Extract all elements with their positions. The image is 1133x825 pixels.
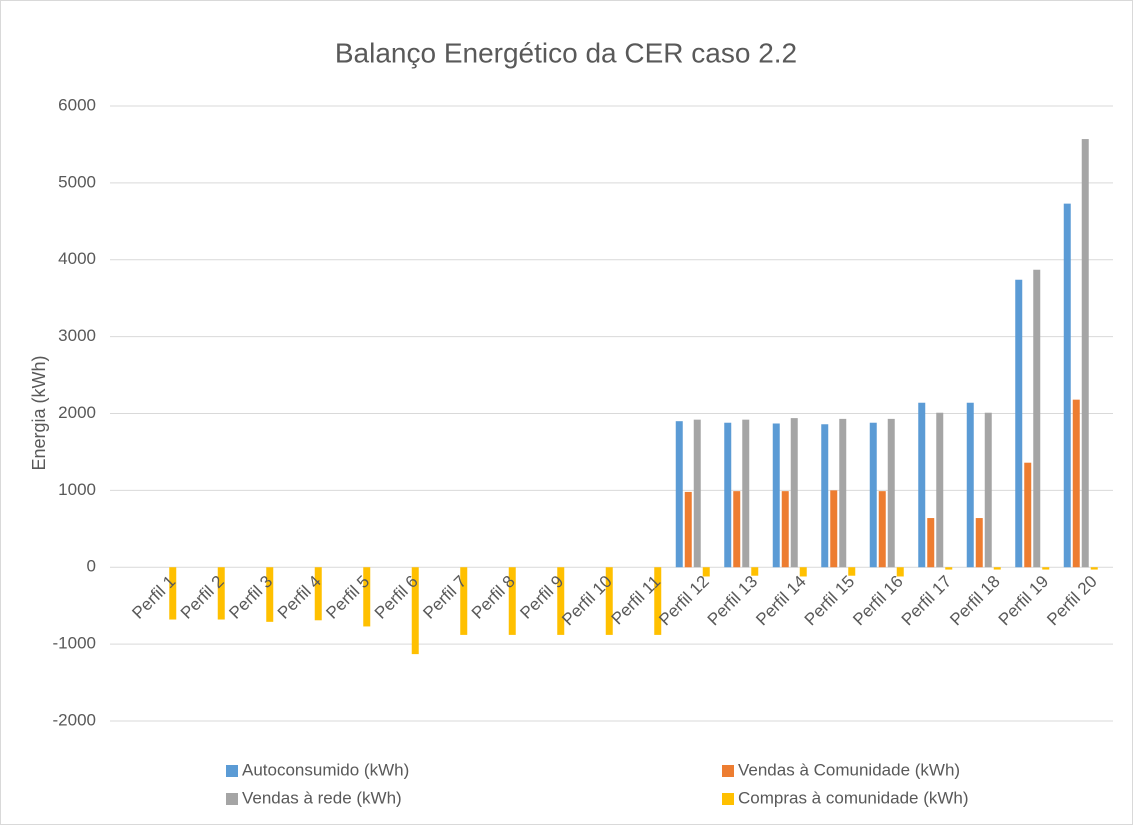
y-tick-label: 5000 [58, 172, 96, 191]
bar [790, 418, 798, 568]
bar [654, 567, 662, 635]
bar [266, 567, 274, 622]
y-tick-label: 4000 [58, 249, 96, 268]
bar [781, 491, 789, 568]
bar [993, 567, 1001, 570]
y-tick-label: 0 [87, 557, 96, 576]
bar [799, 567, 807, 577]
bar [675, 421, 683, 568]
bar [830, 490, 838, 568]
bar [314, 567, 322, 621]
bar [1024, 462, 1032, 568]
bar [742, 419, 750, 568]
legend-swatch [226, 765, 238, 777]
bar [848, 567, 856, 576]
bar [896, 567, 904, 577]
bar [821, 424, 829, 568]
bar [411, 567, 419, 655]
bar [751, 567, 759, 576]
bar [733, 491, 741, 568]
bar [966, 402, 974, 568]
y-tick-label: 6000 [58, 95, 96, 114]
bar [169, 567, 177, 620]
y-tick-label: -1000 [53, 634, 96, 653]
bar [1090, 567, 1098, 570]
bar [918, 402, 926, 568]
y-axis-title: Energia (kWh) [29, 355, 49, 470]
y-tick-label: 1000 [58, 480, 96, 499]
legend-label: Vendas à rede (kWh) [242, 788, 402, 807]
bar [772, 423, 780, 568]
bar [693, 419, 701, 568]
bar [363, 567, 371, 627]
bar [984, 412, 992, 568]
bar [878, 491, 886, 568]
legend-label: Autoconsumido (kWh) [242, 760, 409, 779]
bar [724, 422, 732, 568]
bar [557, 567, 565, 635]
bar [887, 418, 895, 568]
bar [702, 567, 710, 577]
bar [936, 412, 944, 568]
y-tick-label: 2000 [58, 403, 96, 422]
bar [1072, 399, 1080, 568]
bar [1081, 139, 1089, 568]
chart-title: Balanço Energético da CER caso 2.2 [335, 37, 797, 68]
y-tick-label: -2000 [53, 710, 96, 729]
bar [1042, 567, 1050, 570]
bar [1015, 279, 1023, 568]
bar [927, 518, 935, 568]
bar [460, 567, 468, 635]
bar [975, 518, 983, 568]
legend-swatch [722, 793, 734, 805]
bar [1033, 269, 1041, 568]
bar [869, 422, 877, 568]
bar [945, 567, 953, 570]
legend-label: Compras à comunidade (kWh) [738, 788, 969, 807]
bar [1063, 203, 1071, 568]
bar [508, 567, 516, 635]
legend-swatch [722, 765, 734, 777]
bar [684, 491, 692, 568]
legend-label: Vendas à Comunidade (kWh) [738, 760, 960, 779]
bar [605, 567, 613, 635]
legend-swatch [226, 793, 238, 805]
bar [839, 418, 847, 568]
bar [217, 567, 225, 620]
y-tick-label: 3000 [58, 326, 96, 345]
